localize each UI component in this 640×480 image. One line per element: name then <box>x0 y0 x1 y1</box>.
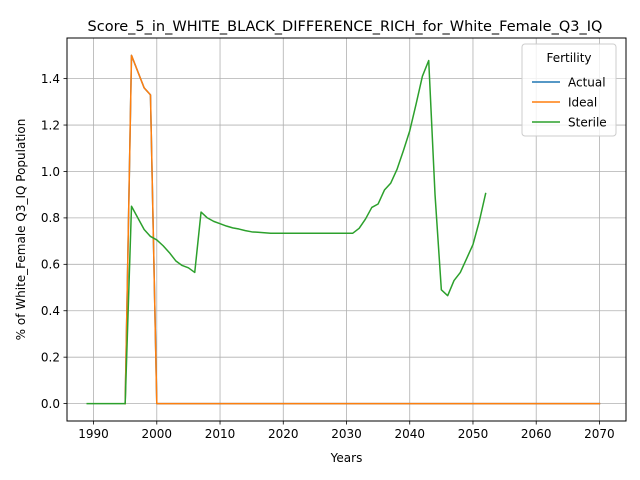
x-tick-label: 2010 <box>205 427 236 441</box>
x-tick-label: 2060 <box>521 427 552 441</box>
x-tick-label: 2020 <box>268 427 299 441</box>
y-tick-label: 1.4 <box>41 72 60 86</box>
legend-frame <box>521 43 617 137</box>
x-tick-label: 2050 <box>458 427 489 441</box>
series-line-sterile <box>86 59 487 405</box>
y-tick-label: 0.4 <box>41 304 60 318</box>
legend-label-sterile: Sterile <box>568 115 607 129</box>
chart-title: Score_5_in_WHITE_BLACK_DIFFERENCE_RICH_f… <box>88 19 603 35</box>
legend-title: Fertility <box>546 51 591 65</box>
x-tick-label: 1990 <box>78 427 109 441</box>
x-tick-label: 2000 <box>142 427 173 441</box>
legend: Fertility Actual Ideal Sterile <box>521 43 617 137</box>
grid <box>67 38 626 421</box>
y-tick-label: 0.0 <box>41 397 60 411</box>
axis-ticks: 1990 2000 2010 2020 2030 2040 2050 2060 2070 0.0 0… <box>41 72 615 441</box>
y-axis-label: % of White_Female Q3_IQ Population <box>14 119 28 341</box>
x-tick-label: 2030 <box>331 427 362 441</box>
series-line-ideal <box>124 54 601 405</box>
x-axis-label: Years <box>330 451 363 465</box>
y-tick-label: 0.6 <box>41 258 60 272</box>
x-tick-label: 2040 <box>394 427 425 441</box>
x-tick-label: 2070 <box>584 427 615 441</box>
y-tick-label: 0.8 <box>41 211 60 225</box>
series-lines <box>86 54 601 405</box>
legend-items: Actual Ideal Sterile <box>532 75 607 129</box>
legend-label-actual: Actual <box>568 75 606 89</box>
y-tick-label: 0.2 <box>41 350 60 364</box>
legend-label-ideal: Ideal <box>568 95 597 109</box>
y-tick-label: 1.0 <box>41 165 60 179</box>
y-tick-label: 1.2 <box>41 118 60 132</box>
